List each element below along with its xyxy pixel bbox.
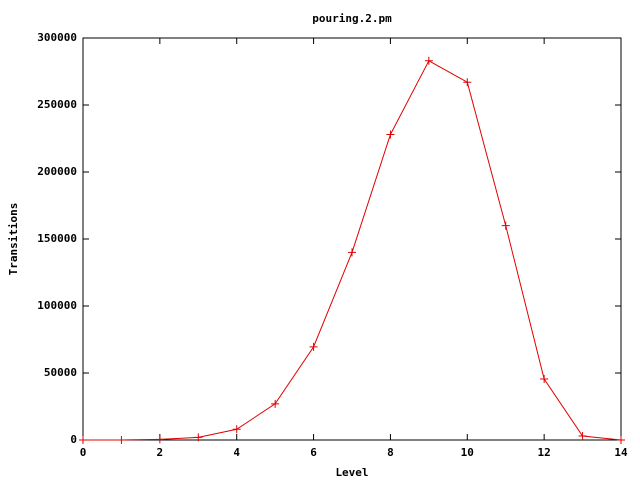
x-axis-label: Level <box>335 466 368 479</box>
x-tick-label: 4 <box>233 446 240 459</box>
data-point <box>117 436 126 444</box>
x-tick-label: 2 <box>157 446 164 459</box>
data-point <box>424 56 433 65</box>
y-tick-label: 250000 <box>37 98 77 111</box>
data-point <box>386 130 395 139</box>
y-tick-label: 200000 <box>37 165 77 178</box>
data-point <box>271 399 280 408</box>
data-point <box>194 433 203 442</box>
x-tick-label: 12 <box>538 446 551 459</box>
x-tick-label: 14 <box>614 446 628 459</box>
data-point <box>348 248 356 257</box>
data-point <box>79 436 87 444</box>
data-point <box>501 221 510 230</box>
data-point <box>463 78 472 87</box>
x-tick-label: 0 <box>80 446 87 459</box>
y-tick-label: 150000 <box>37 232 77 245</box>
data-point <box>578 431 587 440</box>
data-point <box>309 342 318 351</box>
x-tick-label: 6 <box>310 446 317 459</box>
data-point <box>232 425 241 434</box>
data-point <box>540 375 549 384</box>
plot-frame <box>82 37 622 441</box>
chart-title: pouring.2.pm <box>312 12 392 25</box>
y-tick-label: 0 <box>70 433 77 446</box>
y-tick-label: 100000 <box>37 299 77 312</box>
data-point <box>617 436 625 444</box>
y-tick-label: 300000 <box>37 31 77 44</box>
x-tick-label: 8 <box>387 446 394 459</box>
x-tick-label: 10 <box>461 446 474 459</box>
data-point <box>155 435 164 444</box>
y-tick-label: 50000 <box>44 366 77 379</box>
y-axis-label: Transitions <box>7 203 20 276</box>
